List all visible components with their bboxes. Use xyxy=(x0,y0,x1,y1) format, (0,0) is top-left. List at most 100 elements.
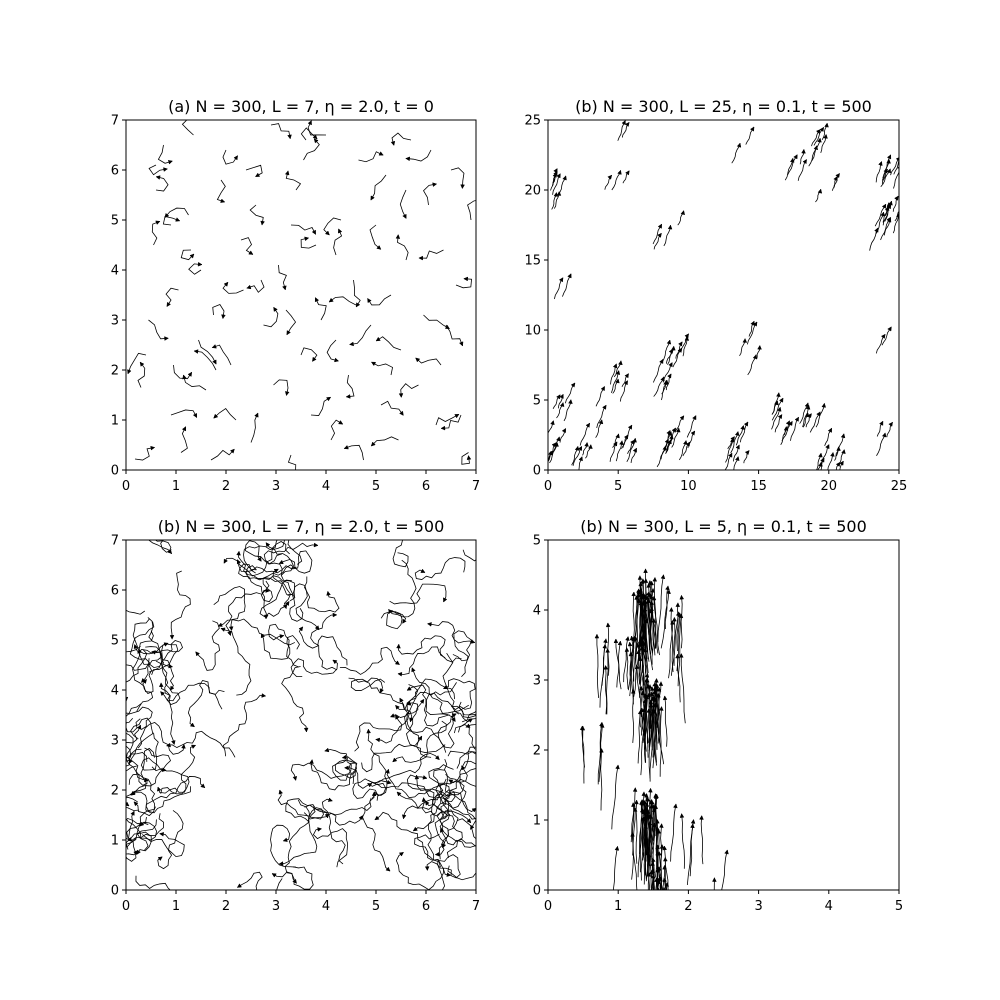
agent-arrowhead xyxy=(653,685,658,691)
agent-trail xyxy=(68,864,124,885)
agent-arrowhead xyxy=(420,568,426,573)
agent-trail xyxy=(361,735,423,773)
agent-arrowhead xyxy=(817,188,823,194)
y-tick-label: 2 xyxy=(111,364,119,379)
agent-trail xyxy=(290,658,338,678)
agent-arrowhead xyxy=(788,420,793,427)
agent-arrowhead xyxy=(415,357,421,363)
agent-trail xyxy=(147,617,175,691)
agent-arrowhead xyxy=(736,142,742,148)
agent-arrowhead xyxy=(304,236,310,242)
agent-arrowhead xyxy=(501,674,505,678)
agent-arrowhead xyxy=(638,588,644,593)
agent-arrowhead xyxy=(651,595,657,601)
agent-arrowhead xyxy=(649,580,655,586)
agent-trail xyxy=(284,812,310,884)
agent-trail xyxy=(664,695,668,747)
agent-trail xyxy=(451,705,476,716)
agent-arrowhead xyxy=(254,412,259,418)
agent-arrowhead xyxy=(651,618,656,623)
agent-arrowhead xyxy=(284,170,290,176)
agent-trail xyxy=(686,819,694,886)
agent-trail xyxy=(126,703,142,714)
agent-arrowhead xyxy=(818,452,823,458)
agent-trail xyxy=(893,169,899,189)
agent-trail xyxy=(418,249,444,259)
agent-arrowhead xyxy=(585,422,590,428)
agent-arrowhead xyxy=(402,213,407,219)
agent-trail xyxy=(126,645,141,653)
x-tick-label: 3 xyxy=(272,479,280,494)
agent-arrowhead xyxy=(98,595,102,599)
agent-arrowhead xyxy=(623,434,629,440)
y-tick-label: 6 xyxy=(111,584,119,599)
panel-title: (b) N = 300, L = 25, η = 0.1, t = 500 xyxy=(575,97,872,116)
agent-arrowhead xyxy=(646,852,652,858)
agent-trail xyxy=(403,769,446,819)
agent-trail xyxy=(876,432,886,456)
agent-trail xyxy=(375,336,402,351)
agent-arrowhead xyxy=(482,759,486,763)
agent-arrowhead xyxy=(140,677,146,683)
agent-trail xyxy=(128,717,154,764)
agent-arrowhead xyxy=(217,622,223,627)
agent-arrowhead xyxy=(116,755,120,759)
agent-arrowhead xyxy=(192,412,197,419)
agent-arrowhead xyxy=(886,202,892,207)
agent-trail xyxy=(161,661,175,745)
agent-arrowhead xyxy=(602,404,607,410)
plot-area xyxy=(542,120,899,470)
agent-trail xyxy=(611,764,619,830)
agent-arrowhead xyxy=(825,444,830,450)
agent-arrowhead xyxy=(155,220,161,225)
agent-arrowhead xyxy=(475,829,476,831)
agent-trail xyxy=(439,785,476,820)
agent-arrowhead xyxy=(662,695,668,701)
agent-trail xyxy=(290,224,316,235)
agent-trail xyxy=(445,324,463,347)
agent-trail xyxy=(635,598,640,663)
y-tick-label: 15 xyxy=(524,254,541,269)
x-tick-label: 5 xyxy=(614,479,622,494)
agent-trail xyxy=(321,798,346,865)
agent-arrowhead xyxy=(261,693,267,698)
agent-arrowhead xyxy=(307,120,312,126)
agent-arrowhead xyxy=(648,798,654,804)
agent-arrowhead xyxy=(802,159,807,165)
agent-arrowhead xyxy=(193,349,199,354)
agent-trail xyxy=(443,678,476,711)
agent-arrowhead xyxy=(213,413,219,419)
agent-arrowhead xyxy=(309,759,314,764)
agent-arrowhead xyxy=(160,691,165,697)
agent-arrowhead xyxy=(712,877,717,882)
agent-trail xyxy=(397,635,446,659)
agent-arrowhead xyxy=(370,441,376,447)
agent-arrowhead xyxy=(752,354,758,360)
agent-trail xyxy=(342,756,387,797)
agent-arrowhead xyxy=(396,643,401,649)
agent-arrowhead xyxy=(662,886,666,890)
agent-trail xyxy=(145,776,206,814)
agent-arrowhead xyxy=(665,585,670,591)
agent-trail xyxy=(273,379,289,396)
x-tick-label: 1 xyxy=(614,899,622,914)
agent-trail xyxy=(148,540,173,554)
agent-arrowhead xyxy=(668,348,673,354)
agent-arrowhead xyxy=(402,618,407,624)
agent-arrowhead xyxy=(167,160,173,165)
agent-trail xyxy=(542,193,547,208)
agent-trail xyxy=(362,797,391,872)
agent-trail xyxy=(441,414,462,429)
agent-arrowhead xyxy=(817,137,822,143)
agent-arrowhead xyxy=(187,371,193,377)
agent-trail xyxy=(606,648,609,715)
agent-trail xyxy=(392,720,447,763)
agent-arrowhead xyxy=(651,807,657,813)
agent-trail xyxy=(213,586,246,631)
agent-trail xyxy=(323,217,342,236)
agent-arrowhead xyxy=(789,157,795,163)
agent-trail xyxy=(314,297,327,321)
agent-arrowhead xyxy=(668,607,674,612)
agent-trail xyxy=(349,324,372,345)
agent-trail xyxy=(370,174,387,201)
